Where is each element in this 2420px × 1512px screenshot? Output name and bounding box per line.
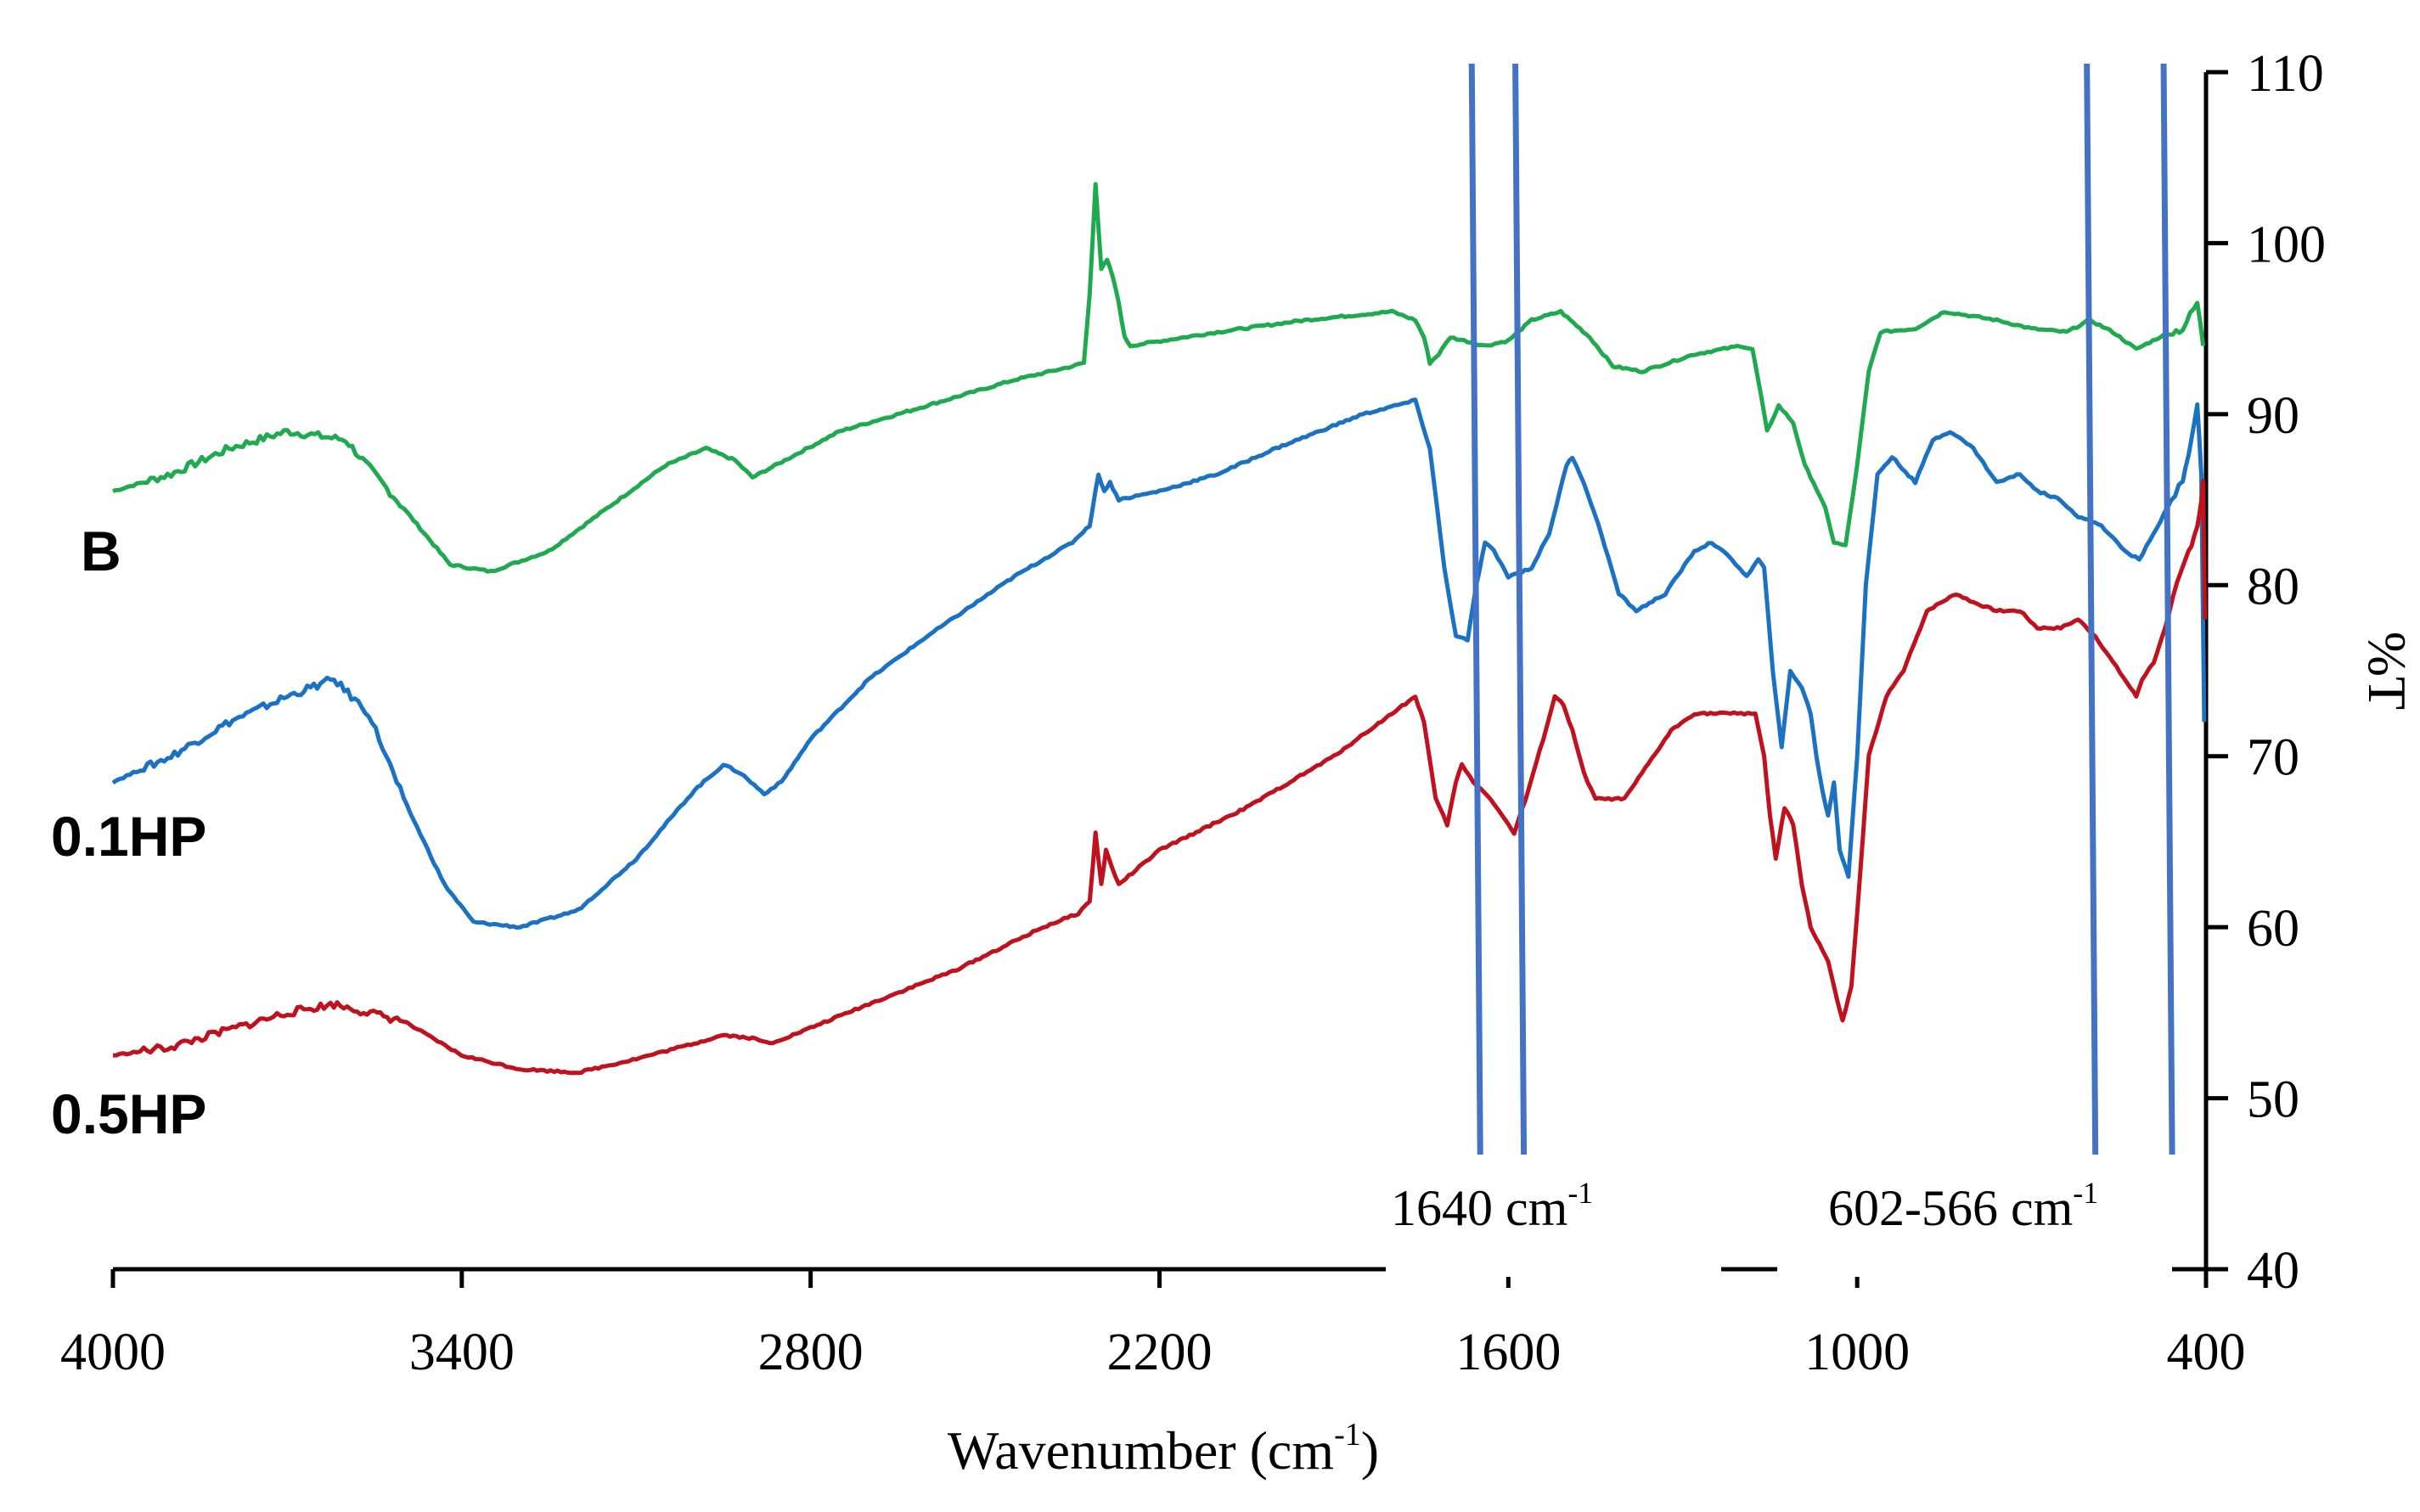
y-axis-ticks: 40 50 60 70 80 90 100 110: [2206, 45, 2326, 1300]
ref-label-gap-1640: [1386, 1223, 1721, 1277]
y-tick-label-100: 100: [2247, 216, 2326, 273]
reference-line-470: [2160, 63, 2175, 1155]
y-tick-label-90: 90: [2247, 387, 2299, 445]
series-layer: [111, 182, 2208, 1076]
y-tick-label-110: 110: [2247, 45, 2324, 103]
x-tick-label-4000: 4000: [60, 1324, 166, 1381]
series-label-0-5hp: 0.5HP: [51, 1082, 206, 1145]
x-axis-title: Wavenumber (cm-1): [948, 1417, 1379, 1481]
x-tick-label-2200: 2200: [1107, 1324, 1213, 1381]
series-line-b: [112, 182, 2206, 574]
reference-lines: [1468, 63, 2175, 1155]
series-label-0-1hp: 0.1HP: [51, 805, 206, 868]
x-tick-label-1000: 1000: [1804, 1324, 1910, 1381]
y-tick-label-70: 70: [2247, 729, 2299, 787]
y-tick-label-80: 80: [2247, 558, 2299, 615]
y-axis-title: %T: [2357, 632, 2417, 710]
series-label-b: B: [81, 520, 121, 582]
x-tick-label-3400: 3400: [409, 1324, 515, 1381]
reference-line-1660: [1468, 63, 1483, 1155]
x-tick-label-1600: 1600: [1455, 1324, 1561, 1381]
y-tick-label-40: 40: [2247, 1242, 2299, 1300]
ref-label-1640: 1640 cm-1: [1391, 1176, 1593, 1236]
y-tick-label-50: 50: [2247, 1071, 2299, 1129]
ref-label-gap-602: [1777, 1223, 2172, 1277]
x-tick-label-400: 400: [2167, 1324, 2246, 1381]
series-line-0-5hp: [113, 478, 2208, 1076]
x-tick-label-2800: 2800: [758, 1324, 864, 1381]
y-tick-label-60: 60: [2247, 900, 2299, 958]
reference-line-1585: [1512, 63, 1528, 1155]
x-axis-ticks: 4000 3400 2800 2200 1600 1000 400: [60, 1269, 2246, 1381]
ref-label-602-566: 602-566 cm-1: [1828, 1176, 2098, 1236]
series-line-0-1hp: [111, 397, 2207, 930]
reference-line-602: [2084, 63, 2099, 1155]
